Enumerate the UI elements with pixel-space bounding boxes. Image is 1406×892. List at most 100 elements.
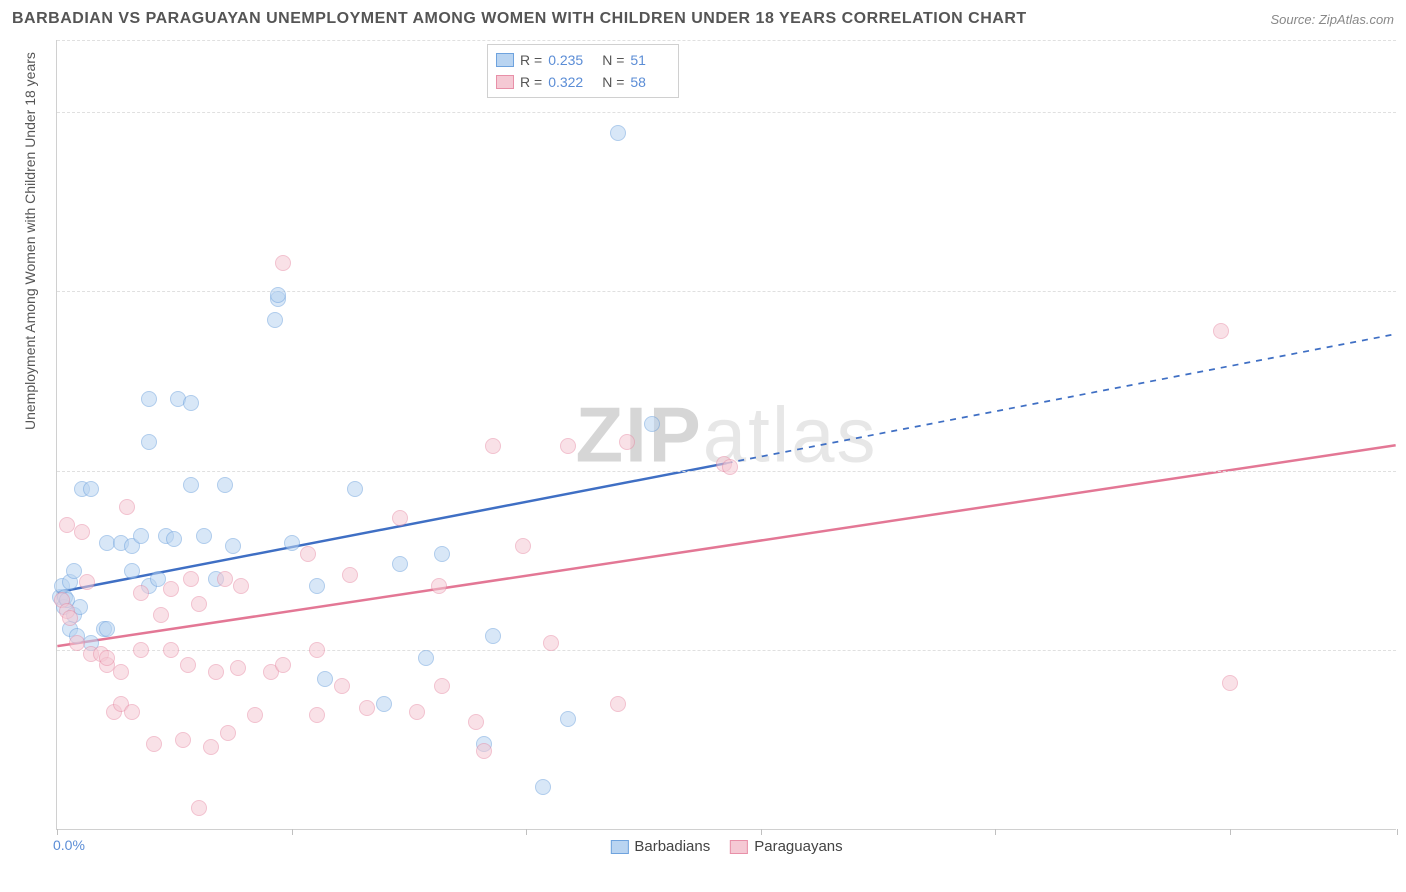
- scatter-point: [359, 700, 375, 716]
- scatter-point: [113, 664, 129, 680]
- scatter-point: [334, 678, 350, 694]
- scatter-point: [543, 635, 559, 651]
- scatter-point: [644, 416, 660, 432]
- legend-swatch: [496, 75, 514, 89]
- scatter-point: [317, 671, 333, 687]
- scatter-point: [535, 779, 551, 795]
- x-tick-label: 0.0%: [53, 837, 85, 853]
- scatter-point: [247, 707, 263, 723]
- legend-swatch: [610, 840, 628, 854]
- scatter-point: [141, 391, 157, 407]
- scatter-point: [476, 743, 492, 759]
- legend-row: R =0.322N =58: [496, 71, 670, 93]
- correlation-legend: R =0.235N =51R =0.322N =58: [487, 44, 679, 98]
- scatter-point: [722, 459, 738, 475]
- scatter-point: [270, 287, 286, 303]
- scatter-point: [376, 696, 392, 712]
- trend-line: [57, 445, 1395, 646]
- scatter-point: [434, 678, 450, 694]
- scatter-point: [163, 642, 179, 658]
- scatter-point: [133, 528, 149, 544]
- source-attribution: Source: ZipAtlas.com: [1270, 12, 1394, 27]
- scatter-point: [515, 538, 531, 554]
- scatter-point: [1213, 323, 1229, 339]
- x-tick: [292, 829, 293, 835]
- legend-r-value: 0.235: [548, 52, 588, 68]
- scatter-point: [79, 574, 95, 590]
- chart-title: BARBADIAN VS PARAGUAYAN UNEMPLOYMENT AMO…: [12, 10, 1027, 28]
- scatter-point: [208, 664, 224, 680]
- scatter-point: [342, 567, 358, 583]
- legend-swatch: [730, 840, 748, 854]
- scatter-point: [392, 556, 408, 572]
- scatter-point: [153, 607, 169, 623]
- scatter-point: [267, 312, 283, 328]
- scatter-point: [166, 531, 182, 547]
- scatter-point: [183, 477, 199, 493]
- scatter-point: [196, 528, 212, 544]
- scatter-point: [284, 535, 300, 551]
- scatter-point: [59, 517, 75, 533]
- legend-r-label: R =: [520, 52, 542, 68]
- scatter-point: [183, 571, 199, 587]
- scatter-point: [434, 546, 450, 562]
- y-tick-label: 5.0%: [1400, 642, 1406, 658]
- scatter-point: [225, 538, 241, 554]
- scatter-point: [485, 628, 501, 644]
- scatter-point: [146, 736, 162, 752]
- scatter-point: [347, 481, 363, 497]
- scatter-point: [141, 434, 157, 450]
- legend-item: Barbadians: [610, 838, 710, 855]
- scatter-point: [1222, 675, 1238, 691]
- x-tick: [1230, 829, 1231, 835]
- scatter-point: [309, 707, 325, 723]
- legend-n-label: N =: [602, 74, 624, 90]
- scatter-point: [124, 563, 140, 579]
- trend-line-dashed: [727, 334, 1396, 463]
- scatter-point: [300, 546, 316, 562]
- scatter-point: [163, 581, 179, 597]
- scatter-point: [275, 657, 291, 673]
- scatter-point: [133, 585, 149, 601]
- scatter-point: [309, 578, 325, 594]
- y-axis-label: Unemployment Among Women with Children U…: [22, 52, 38, 430]
- gridline: [57, 650, 1396, 651]
- scatter-point: [485, 438, 501, 454]
- scatter-point: [62, 610, 78, 626]
- scatter-point: [217, 571, 233, 587]
- scatter-point: [230, 660, 246, 676]
- scatter-point: [309, 642, 325, 658]
- scatter-point: [619, 434, 635, 450]
- scatter-point: [560, 438, 576, 454]
- scatter-point: [203, 739, 219, 755]
- gridline: [57, 291, 1396, 292]
- scatter-point: [409, 704, 425, 720]
- scatter-point: [191, 596, 207, 612]
- scatter-point: [183, 395, 199, 411]
- gridline: [57, 112, 1396, 113]
- legend-n-value: 58: [630, 74, 670, 90]
- x-tick: [761, 829, 762, 835]
- series-legend: Barbadians Paraguayans: [610, 838, 842, 855]
- y-tick-label: 10.0%: [1400, 463, 1406, 479]
- y-tick-label: 20.0%: [1400, 104, 1406, 120]
- scatter-point: [175, 732, 191, 748]
- y-tick-label: 15.0%: [1400, 283, 1406, 299]
- x-tick: [526, 829, 527, 835]
- scatter-point: [431, 578, 447, 594]
- scatter-point: [191, 800, 207, 816]
- legend-r-value: 0.322: [548, 74, 588, 90]
- scatter-point: [83, 481, 99, 497]
- legend-item: Paraguayans: [730, 838, 842, 855]
- watermark-zip: ZIP: [575, 390, 702, 478]
- legend-swatch: [496, 53, 514, 67]
- scatter-point: [610, 696, 626, 712]
- legend-n-label: N =: [602, 52, 624, 68]
- scatter-point: [275, 255, 291, 271]
- scatter-point: [233, 578, 249, 594]
- scatter-point: [392, 510, 408, 526]
- scatter-point: [217, 477, 233, 493]
- scatter-point: [560, 711, 576, 727]
- scatter-point: [99, 621, 115, 637]
- x-tick: [995, 829, 996, 835]
